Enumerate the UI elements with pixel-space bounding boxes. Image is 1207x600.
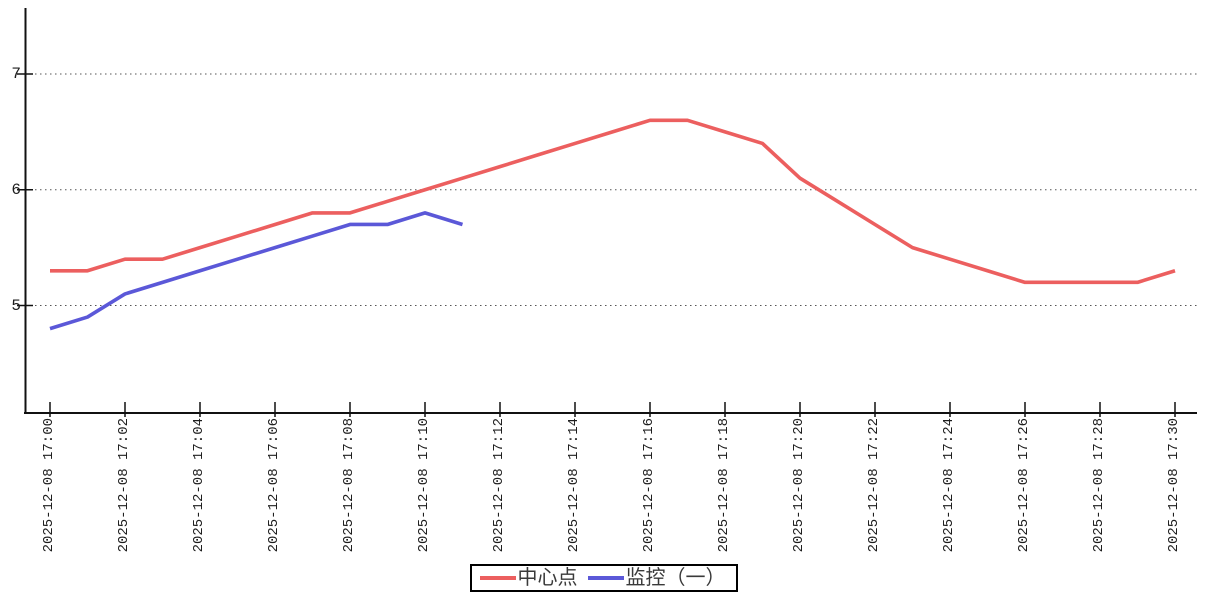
legend-label-monitor-1: 监控（一） (625, 566, 726, 589)
x-tick-label-2: 2025-12-08 17:04 (191, 418, 207, 553)
x-tick-label-13: 2025-12-08 17:26 (1016, 418, 1032, 553)
legend-swatch-center-point (479, 575, 516, 580)
x-tick-label-3: 2025-12-08 17:06 (266, 418, 282, 553)
x-tick-label-7: 2025-12-08 17:14 (566, 418, 582, 553)
x-tick-label-11: 2025-12-08 17:22 (866, 418, 882, 553)
x-tick-label-1: 2025-12-08 17:02 (116, 418, 132, 553)
legend-label-center-point: 中心点 (517, 566, 578, 589)
x-tick-label-6: 2025-12-08 17:12 (491, 418, 507, 553)
y-tick-label-5: 5 (11, 296, 21, 315)
series-line-0 (50, 118, 1176, 285)
x-tick-label-4: 2025-12-08 17:08 (341, 418, 357, 553)
x-tick-label-9: 2025-12-08 17:18 (716, 418, 732, 553)
series-line-1 (49, 211, 464, 331)
x-tick-label-15: 2025-12-08 17:30 (1166, 418, 1182, 553)
x-tick-label-12: 2025-12-08 17:24 (941, 418, 957, 553)
x-tick-label-10: 2025-12-08 17:20 (791, 418, 807, 553)
x-tick-label-5: 2025-12-08 17:10 (416, 418, 432, 553)
legend-swatch-monitor-1 (587, 575, 624, 580)
y-tick-label-6: 6 (11, 180, 21, 199)
x-tick-label-14: 2025-12-08 17:28 (1091, 418, 1107, 553)
x-tick-label-8: 2025-12-08 17:16 (641, 418, 657, 553)
x-tick-label-0: 2025-12-08 17:00 (41, 418, 57, 553)
y-tick-label-7: 7 (11, 65, 21, 83)
legend: 中心点 监控（一） (469, 564, 738, 592)
